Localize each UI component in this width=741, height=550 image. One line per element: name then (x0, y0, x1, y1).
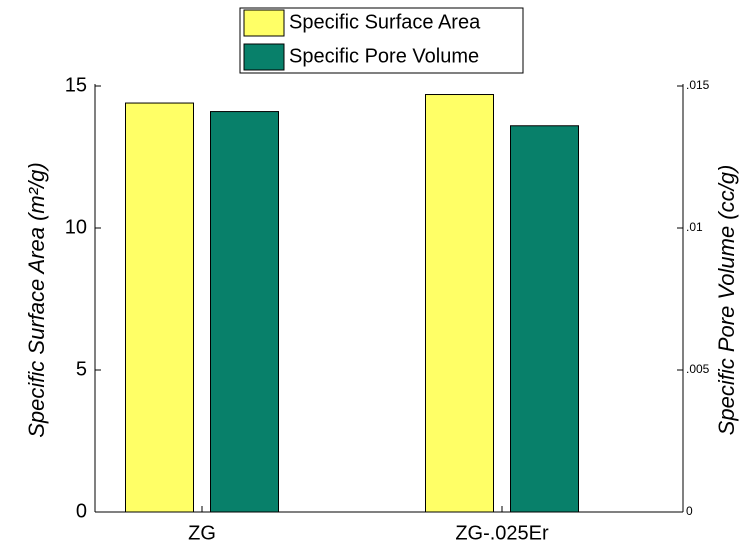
y-tick-label: 15 (65, 74, 87, 96)
x-tick-label: ZG-.025Er (455, 522, 549, 544)
y2-tick-label: .01 (686, 220, 703, 234)
y-tick-label: 0 (76, 500, 87, 522)
bar (510, 125, 579, 513)
y2-tick-label: .015 (686, 78, 710, 92)
y-tick-label: 5 (76, 358, 87, 380)
bar (210, 111, 279, 513)
bar (425, 94, 494, 513)
y-tick-label: 10 (65, 216, 87, 238)
y2-axis-label: Specific Pore Volume (cc/g) (714, 165, 739, 436)
y2-tick-label: 0 (686, 504, 693, 518)
bar (125, 102, 194, 513)
legend-swatch (243, 43, 285, 71)
x-tick-label: ZG (188, 522, 216, 544)
legend-swatch (243, 9, 285, 37)
legend-label: Specific Pore Volume (289, 45, 479, 67)
legend-label: Specific Surface Area (289, 11, 481, 33)
y2-tick-label: .005 (686, 362, 710, 376)
legend-box (239, 7, 524, 74)
y-axis-label: Specific Surface Area (m²/g) (24, 162, 49, 438)
